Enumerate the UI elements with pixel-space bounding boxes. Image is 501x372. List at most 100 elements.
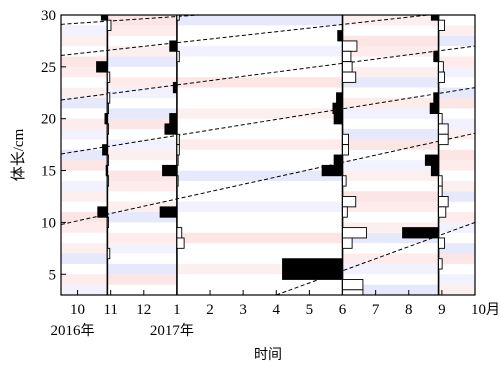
residual-cell xyxy=(61,149,108,161)
residual-cell xyxy=(107,87,177,98)
residual-cell xyxy=(107,180,177,192)
residual-cell xyxy=(61,25,108,36)
residual-cell xyxy=(438,180,475,192)
residual-cell xyxy=(342,232,439,244)
year-label: 2016年 xyxy=(51,323,95,339)
residual-cell xyxy=(342,139,439,150)
x-tick-label: 5 xyxy=(306,302,314,318)
frequency-bar xyxy=(176,133,180,146)
frequency-bar-peak xyxy=(172,81,178,94)
growth-curve xyxy=(61,132,475,225)
frequency-bar-peak xyxy=(105,164,108,177)
residual-cell xyxy=(61,253,108,264)
y-axis: 5 10 15 20 25 30 xyxy=(41,8,66,283)
x-tick-label: 1 xyxy=(173,302,181,318)
growth-curves xyxy=(61,15,475,295)
residual-cell xyxy=(107,170,177,181)
frequency-bar xyxy=(176,237,185,249)
residual-cell xyxy=(107,232,177,244)
residual-cell xyxy=(342,201,439,213)
residual-cell xyxy=(438,160,475,171)
frequency-bar xyxy=(438,123,449,135)
residual-cell xyxy=(176,170,343,181)
residual-cell xyxy=(438,243,475,254)
residual-cell xyxy=(107,25,177,36)
x-tick-label: 6 xyxy=(339,302,347,318)
frequency-bar xyxy=(176,144,180,156)
frequency-bar xyxy=(342,40,358,52)
x-tick-label: 9 xyxy=(438,302,446,318)
x-tick-label: 2 xyxy=(206,302,214,318)
residual-cell xyxy=(61,222,108,233)
frequency-bar xyxy=(438,185,443,197)
frequency-bar xyxy=(106,247,111,260)
frequency-bar xyxy=(438,113,443,125)
frequency-bar xyxy=(106,19,112,32)
frequency-bar xyxy=(438,19,446,32)
frequency-bar-peak xyxy=(332,102,343,114)
x-axis: 10 11 12 1 2 3 4 5 6 7 8 9 10月 xyxy=(70,290,500,318)
frequency-bar-peak xyxy=(97,206,108,218)
y-axis-title: 体长/cm xyxy=(10,128,27,181)
residual-cell xyxy=(342,15,439,26)
frequency-bar xyxy=(438,206,447,218)
frequency-bar xyxy=(342,133,349,146)
residual-cell xyxy=(107,56,177,67)
residual-cell xyxy=(342,66,439,78)
frequency-bar-peak xyxy=(430,164,440,177)
residual-cell xyxy=(342,129,439,140)
frequency-bar-peak xyxy=(96,61,108,73)
residual-cell xyxy=(342,46,439,57)
residual-cell xyxy=(342,284,439,295)
frequency-bar-peak xyxy=(429,102,440,114)
y-tick-label: 15 xyxy=(41,164,56,180)
residual-cell xyxy=(107,15,177,26)
residual-cell xyxy=(342,191,439,202)
residual-cell xyxy=(61,274,108,285)
residual-cell xyxy=(107,118,177,130)
year-labels: 2016年 2017年 xyxy=(51,323,194,339)
x-tick-label: 3 xyxy=(239,302,247,318)
frequency-bar-peak xyxy=(424,154,440,166)
residual-cell xyxy=(61,97,108,109)
x-axis-title: 时间 xyxy=(254,347,282,363)
residual-cell xyxy=(61,284,108,295)
frequency-bar xyxy=(342,206,348,218)
residual-cell xyxy=(176,263,343,275)
residual-cell xyxy=(61,66,108,78)
residual-cell xyxy=(61,56,108,67)
residual-cell xyxy=(342,253,439,264)
residual-cell xyxy=(438,118,475,130)
residual-cell xyxy=(107,263,177,275)
residual-shading xyxy=(61,15,475,295)
frequency-bar-peak xyxy=(336,92,343,104)
residual-cell xyxy=(107,243,177,254)
y-tick-label: 20 xyxy=(41,112,56,128)
frequency-bar-peak xyxy=(159,206,178,218)
frequency-bar xyxy=(342,71,357,83)
x-tick-label: 12 xyxy=(136,302,151,318)
residual-cell xyxy=(438,222,475,233)
year-label: 2017年 xyxy=(150,323,194,339)
frequency-bar-peak xyxy=(333,113,343,125)
frequency-bar-peak xyxy=(430,15,440,21)
frequency-bar-peak xyxy=(282,268,343,280)
y-tick-label: 30 xyxy=(41,8,56,24)
frequency-bar xyxy=(342,175,347,187)
residual-cell xyxy=(107,108,177,119)
residual-cell xyxy=(61,191,108,202)
residual-cell xyxy=(176,139,343,150)
residual-cell xyxy=(438,35,475,47)
x-tick-label: 10 xyxy=(70,302,85,318)
sample-histograms xyxy=(96,15,449,295)
x-tick-label: 7 xyxy=(372,302,380,318)
frequency-bar xyxy=(342,61,353,73)
frequency-bar xyxy=(106,71,111,83)
residual-cell xyxy=(61,160,108,171)
residual-cell xyxy=(438,56,475,67)
frequency-bar-peak xyxy=(282,258,343,270)
frequency-bar-peak xyxy=(102,144,108,156)
residual-cell xyxy=(342,77,439,88)
frequency-bar-peak xyxy=(433,92,440,104)
frequency-bar-peak xyxy=(333,154,343,166)
